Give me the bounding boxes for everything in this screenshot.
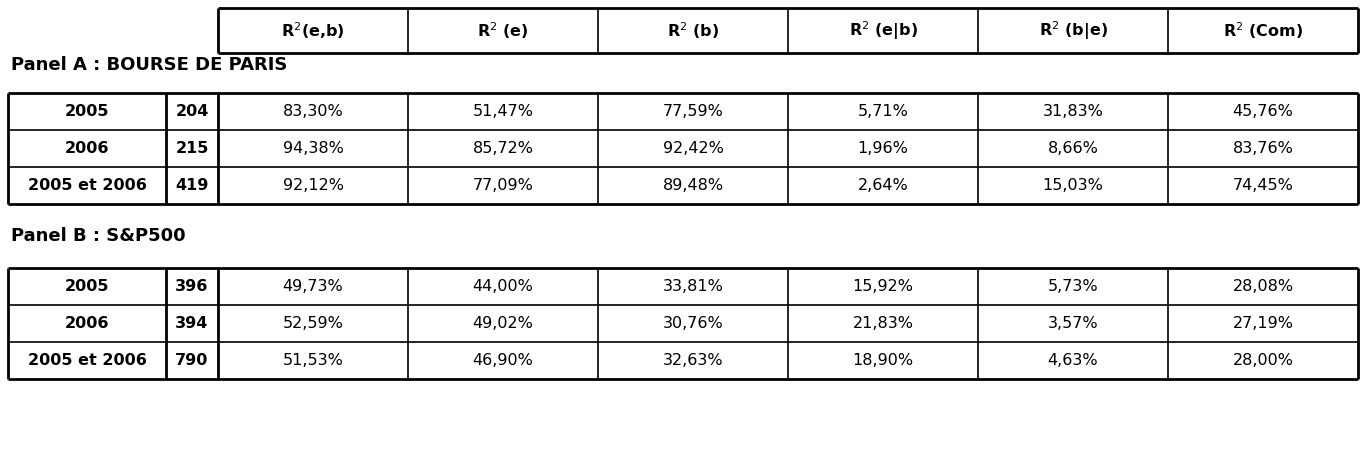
Text: 85,72%: 85,72% <box>473 141 534 156</box>
Text: 5,73%: 5,73% <box>1048 279 1098 294</box>
Text: 52,59%: 52,59% <box>283 316 343 331</box>
Text: 89,48%: 89,48% <box>663 178 724 193</box>
Text: 204: 204 <box>175 104 209 119</box>
Text: 33,81%: 33,81% <box>663 279 724 294</box>
Text: 1,96%: 1,96% <box>858 141 908 156</box>
Text: R$^2$ (b|e): R$^2$ (b|e) <box>1038 19 1108 42</box>
Text: R$^2$ (b): R$^2$ (b) <box>667 20 719 41</box>
Text: 15,92%: 15,92% <box>852 279 914 294</box>
Text: 92,42%: 92,42% <box>663 141 724 156</box>
Text: 2006: 2006 <box>64 141 109 156</box>
Text: 74,45%: 74,45% <box>1232 178 1294 193</box>
Text: 44,00%: 44,00% <box>473 279 534 294</box>
Text: 8,66%: 8,66% <box>1048 141 1098 156</box>
Text: 394: 394 <box>175 316 209 331</box>
Text: R$^2$ (e|b): R$^2$ (e|b) <box>848 19 918 42</box>
Text: 396: 396 <box>175 279 209 294</box>
Text: 94,38%: 94,38% <box>283 141 343 156</box>
Text: 2006: 2006 <box>64 316 109 331</box>
Text: 419: 419 <box>175 178 209 193</box>
Text: 30,76%: 30,76% <box>663 316 724 331</box>
Text: 49,02%: 49,02% <box>473 316 534 331</box>
Text: 46,90%: 46,90% <box>473 353 534 368</box>
Text: R$^2$(e,b): R$^2$(e,b) <box>281 20 344 41</box>
Text: 83,30%: 83,30% <box>283 104 343 119</box>
Text: Panel A : BOURSE DE PARIS: Panel A : BOURSE DE PARIS <box>11 56 287 74</box>
Text: R$^2$ (e): R$^2$ (e) <box>477 20 529 41</box>
Text: 51,53%: 51,53% <box>283 353 343 368</box>
Text: 77,09%: 77,09% <box>473 178 534 193</box>
Text: 31,83%: 31,83% <box>1042 104 1104 119</box>
Text: 2005 et 2006: 2005 et 2006 <box>27 353 146 368</box>
Text: 83,76%: 83,76% <box>1232 141 1294 156</box>
Text: 215: 215 <box>175 141 209 156</box>
Text: Panel B : S&P500: Panel B : S&P500 <box>11 227 186 245</box>
Text: 15,03%: 15,03% <box>1042 178 1104 193</box>
Text: 21,83%: 21,83% <box>852 316 914 331</box>
Text: 28,00%: 28,00% <box>1232 353 1294 368</box>
Text: 2,64%: 2,64% <box>858 178 908 193</box>
Text: 32,63%: 32,63% <box>663 353 724 368</box>
Text: 28,08%: 28,08% <box>1232 279 1294 294</box>
Text: R$^2$ (Com): R$^2$ (Com) <box>1223 20 1303 41</box>
Text: 77,59%: 77,59% <box>663 104 724 119</box>
Text: 5,71%: 5,71% <box>858 104 908 119</box>
Text: 790: 790 <box>175 353 209 368</box>
Text: 18,90%: 18,90% <box>852 353 914 368</box>
Text: 2005: 2005 <box>64 279 109 294</box>
Text: 49,73%: 49,73% <box>283 279 343 294</box>
Text: 2005: 2005 <box>64 104 109 119</box>
Text: 45,76%: 45,76% <box>1232 104 1294 119</box>
Text: 3,57%: 3,57% <box>1048 316 1098 331</box>
Text: 51,47%: 51,47% <box>473 104 534 119</box>
Text: 27,19%: 27,19% <box>1232 316 1294 331</box>
Text: 92,12%: 92,12% <box>283 178 343 193</box>
Text: 4,63%: 4,63% <box>1048 353 1098 368</box>
Text: 2005 et 2006: 2005 et 2006 <box>27 178 146 193</box>
